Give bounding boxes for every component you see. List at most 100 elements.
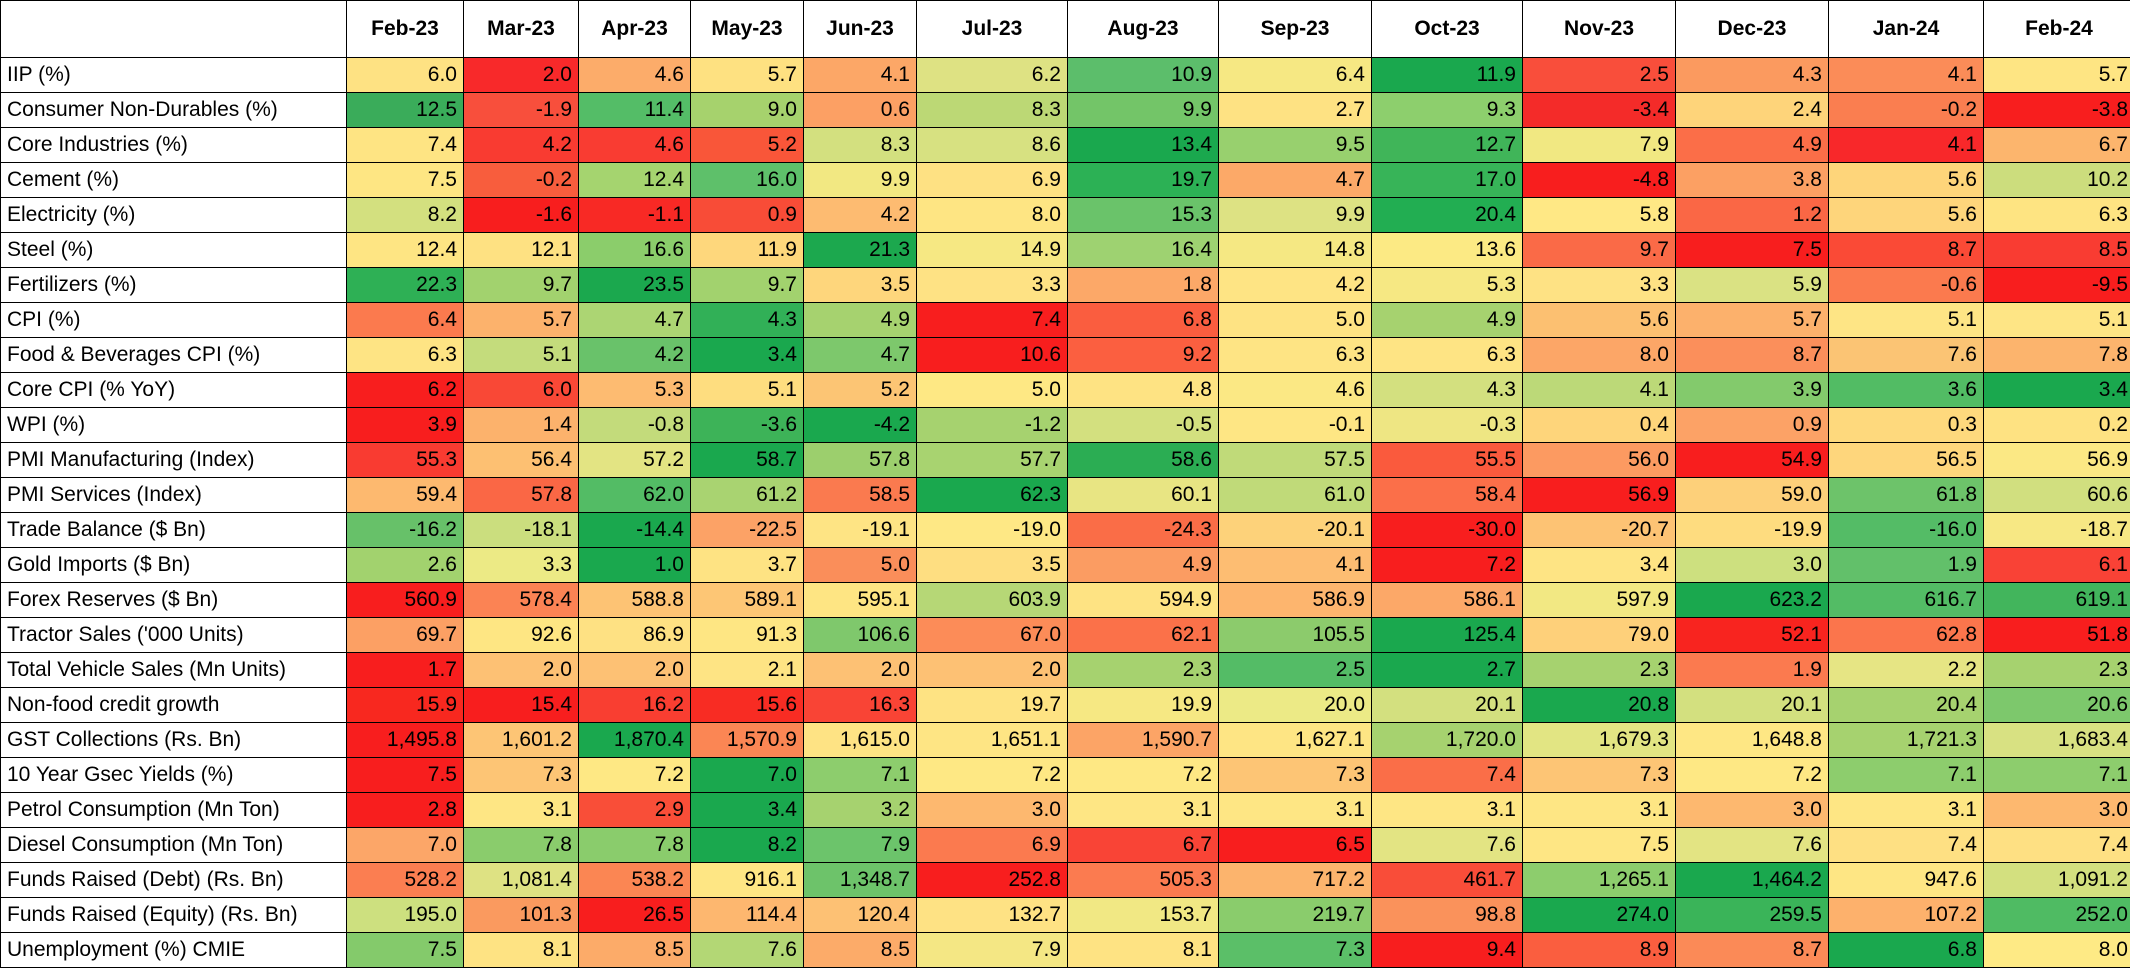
heatmap-cell: 3.1: [1067, 792, 1219, 828]
heatmap-cell: 0.9: [690, 197, 804, 233]
heatmap-cell: 0.4: [1522, 407, 1676, 443]
heatmap-cell: 3.3: [1522, 267, 1676, 303]
heatmap-cell: 252.0: [1983, 897, 2130, 933]
heatmap-cell: 56.9: [1522, 477, 1676, 513]
heatmap-cell: 7.3: [1218, 932, 1372, 968]
table-row: Core CPI (% YoY) 6.2 6.0 5.3 5.1 5.2 5.0 4.8 4.6…: [0, 372, 2130, 408]
table-row: Tractor Sales ('000 Units) 69.7 92.6 86.9 91…: [0, 617, 2130, 653]
heatmap-cell: 16.0: [690, 162, 804, 198]
heatmap-cell: 9.9: [803, 162, 917, 198]
heatmap-cell: 3.8: [1675, 162, 1829, 198]
row-label: Gold Imports ($ Bn): [0, 547, 347, 583]
heatmap-cell: -3.4: [1522, 92, 1676, 128]
heatmap-cell: 16.4: [1067, 232, 1219, 268]
heatmap-cell: 12.1: [463, 232, 579, 268]
heatmap-cell: -16.2: [346, 512, 464, 548]
heatmap-cell: 3.1: [1218, 792, 1372, 828]
heatmap-cell: 9.3: [1371, 92, 1523, 128]
heatmap-cell: -18.7: [1983, 512, 2130, 548]
heatmap-cell: 2.6: [346, 547, 464, 583]
table-row: WPI (%) 3.9 1.4 -0.8 -3.6 -4.2 -1.2 -0.5 -0.1 -0.…: [0, 407, 2130, 443]
heatmap-cell: -1.2: [916, 407, 1068, 443]
heatmap-cell: 623.2: [1675, 582, 1829, 618]
heatmap-cell: 1.2: [1675, 197, 1829, 233]
heatmap-cell: 7.6: [690, 932, 804, 968]
column-header: Feb-23: [346, 0, 464, 58]
row-label: Consumer Non-Durables (%): [0, 92, 347, 128]
heatmap-cell: 5.7: [1675, 302, 1829, 338]
heatmap-cell: 7.2: [1371, 547, 1523, 583]
heatmap-cell: 1,464.2: [1675, 862, 1829, 898]
heatmap-cell: 56.5: [1828, 442, 1984, 478]
heatmap-cell: 15.4: [463, 687, 579, 723]
heatmap-cell: 98.8: [1371, 897, 1523, 933]
row-label: Funds Raised (Equity) (Rs. Bn): [0, 897, 347, 933]
heatmap-cell: 11.9: [690, 232, 804, 268]
heatmap-cell: 6.5: [1218, 827, 1372, 863]
heatmap-cell: -1.1: [578, 197, 691, 233]
heatmap-cell: 4.2: [803, 197, 917, 233]
heatmap-cell: 57.5: [1218, 442, 1372, 478]
column-header: Nov-23: [1522, 0, 1676, 58]
heatmap-cell: 7.4: [1983, 827, 2130, 863]
heatmap-cell: 7.6: [1675, 827, 1829, 863]
heatmap-cell: 7.2: [578, 757, 691, 793]
heatmap-cell: 9.9: [1218, 197, 1372, 233]
heatmap-cell: 6.0: [463, 372, 579, 408]
heatmap-cell: 1,495.8: [346, 722, 464, 758]
heatmap-cell: 0.3: [1828, 407, 1984, 443]
heatmap-cell: 4.8: [1067, 372, 1219, 408]
heatmap-cell: 4.6: [1218, 372, 1372, 408]
heatmap-cell: 54.9: [1675, 442, 1829, 478]
heatmap-cell: 4.3: [690, 302, 804, 338]
heatmap-cell: 7.5: [346, 932, 464, 968]
heatmap-cell: 7.0: [690, 757, 804, 793]
heatmap-cell: 2.3: [1522, 652, 1676, 688]
heatmap-cell: 132.7: [916, 897, 1068, 933]
heatmap-cell: 19.7: [916, 687, 1068, 723]
heatmap-cell: 7.3: [1522, 757, 1676, 793]
heatmap-cell: 5.8: [1522, 197, 1676, 233]
heatmap-cell: 23.5: [578, 267, 691, 303]
heatmap-cell: 20.6: [1983, 687, 2130, 723]
heatmap-cell: 3.3: [916, 267, 1068, 303]
heatmap-cell: 3.2: [803, 792, 917, 828]
heatmap-cell: 13.4: [1067, 127, 1219, 163]
row-label: Fertilizers (%): [0, 267, 347, 303]
heatmap-cell: 3.9: [1675, 372, 1829, 408]
heatmap-cell: 101.3: [463, 897, 579, 933]
heatmap-cell: 3.4: [1522, 547, 1676, 583]
heatmap-cell: -24.3: [1067, 512, 1219, 548]
heatmap-cell: 5.7: [463, 302, 579, 338]
heatmap-cell: 62.3: [916, 477, 1068, 513]
heatmap-cell: 6.4: [1218, 57, 1372, 93]
heatmap-cell: 6.3: [1371, 337, 1523, 373]
heatmap-cell: 2.5: [1522, 57, 1676, 93]
heatmap-cell: 619.1: [1983, 582, 2130, 618]
heatmap-cell: 586.9: [1218, 582, 1372, 618]
table-row: Petrol Consumption (Mn Ton) 2.8 3.1 2.9 3.4 3…: [0, 792, 2130, 828]
heatmap-cell: 3.1: [463, 792, 579, 828]
table-row: Funds Raised (Debt) (Rs. Bn) 528.2 1,081.4…: [0, 862, 2130, 898]
heatmap-cell: 597.9: [1522, 582, 1676, 618]
heatmap-cell: 55.5: [1371, 442, 1523, 478]
heatmap-cell: 4.9: [1675, 127, 1829, 163]
heatmap-cell: 51.8: [1983, 617, 2130, 653]
heatmap-cell: 7.6: [1371, 827, 1523, 863]
heatmap-cell: 61.0: [1218, 477, 1372, 513]
heatmap-cell: -1.6: [463, 197, 579, 233]
row-label: Total Vehicle Sales (Mn Units): [0, 652, 347, 688]
heatmap-cell: 4.2: [463, 127, 579, 163]
table-row: Forex Reserves ($ Bn) 560.9 578.4 588.8 589.…: [0, 582, 2130, 618]
heatmap-cell: 61.2: [690, 477, 804, 513]
heatmap-cell: 560.9: [346, 582, 464, 618]
heatmap-cell: 7.0: [346, 827, 464, 863]
table-row: Cement (%) 7.5 -0.2 12.4 16.0 9.9 6.9 19.7 4.7 17…: [0, 162, 2130, 198]
heatmap-cell: 6.3: [1218, 337, 1372, 373]
heatmap-cell: 7.5: [1522, 827, 1676, 863]
heatmap-cell: 3.0: [1983, 792, 2130, 828]
column-header: Aug-23: [1067, 0, 1219, 58]
heatmap-cell: 120.4: [803, 897, 917, 933]
heatmap-cell: 20.4: [1371, 197, 1523, 233]
heatmap-cell: 8.1: [463, 932, 579, 968]
